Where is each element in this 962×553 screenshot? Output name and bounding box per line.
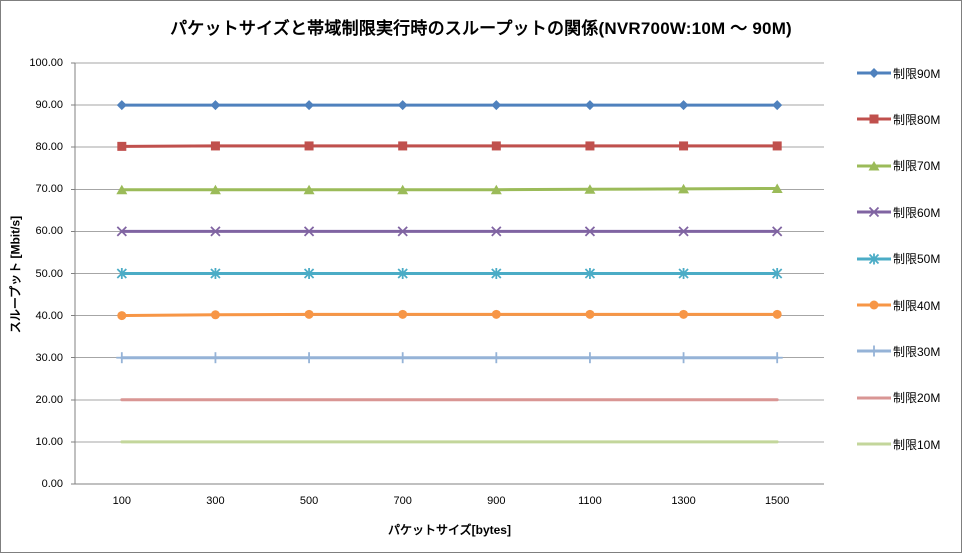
data-point-marker-limit-40m [304,309,314,319]
data-point-marker-limit-60m [210,226,221,237]
legend-marker-limit-90m [857,68,891,78]
data-point-marker-limit-40m [772,309,782,319]
y-tick-label: 0.00 [41,478,63,490]
series-line-limit-70m [120,186,779,192]
data-point-marker-limit-70m [397,184,409,195]
x-tick-label: 1500 [764,495,790,507]
legend-item-limit-80m: 制限80M [857,112,941,127]
data-point-marker-limit-70m [868,160,880,171]
data-point-marker-limit-60m [772,226,783,237]
data-point-marker-limit-60m [397,226,408,237]
legend-label-limit-80m: 制限80M [893,112,941,127]
data-point-marker-limit-80m [398,141,408,151]
legend-label-limit-50m: 制限50M [893,252,941,267]
y-tick-label: 20.00 [35,393,63,406]
data-point-marker-limit-70m [209,184,221,195]
x-tick-label: 700 [393,495,412,507]
legend-item-limit-20m: 制限20M [857,391,940,405]
data-point-marker-limit-60m [491,226,502,237]
x-axis-title: パケットサイズ[bytes] [388,523,511,537]
x-tick-label: 1100 [578,495,602,507]
legend-label-limit-70m: 制限70M [893,159,941,174]
data-point-marker-limit-80m [491,141,501,151]
data-point-marker-limit-70m [678,183,690,194]
data-point-marker-limit-70m [303,184,315,195]
x-tick-label: 100 [112,495,131,507]
data-point-marker-limit-60m [678,226,689,237]
data-point-marker-limit-80m [869,114,879,124]
y-tick-label: 30.00 [35,351,63,364]
x-tick-label: 500 [299,495,319,507]
data-point-marker-limit-90m [772,100,783,111]
chart-title: パケットサイズと帯域制限実行時のスループットの関係(NVR700W:10M ～ … [170,19,792,38]
data-point-marker-limit-40m [491,309,501,319]
legend-item-limit-90m: 制限90M [857,66,941,81]
data-point-marker-limit-70m [584,184,596,194]
legend-item-limit-70m: 制限70M [857,159,940,173]
data-point-marker-limit-40m [398,309,408,319]
legend-item-limit-10m: 制限10M [857,437,941,452]
series-line-limit-40m [120,312,779,318]
data-point-marker-limit-80m [117,141,127,151]
data-point-marker-limit-60m [116,226,127,237]
y-tick-label: 100.00 [29,57,63,69]
legend-marker-limit-10m [857,442,891,446]
data-point-marker-limit-90m [116,100,127,111]
data-point-marker-limit-90m [678,100,689,111]
data-point-marker-limit-70m [771,183,783,193]
legend-label-limit-10m: 制限10M [893,437,941,452]
legend-marker-limit-40m [857,300,891,310]
legend-label-limit-30m: 制限30M [893,344,941,359]
data-point-marker-limit-40m [869,300,879,310]
y-tick-label: 90.00 [35,99,63,112]
legend-marker-limit-80m [857,114,891,124]
y-tick-label: 40.00 [35,309,63,322]
data-point-marker-limit-80m [210,141,220,151]
legend-label-limit-20m: 制限20M [893,391,941,406]
legend-item-limit-40m: 制限40M [857,298,941,313]
y-tick-label: 70.00 [35,183,63,196]
legend-label-limit-60m: 制限60M [893,205,941,220]
data-point-marker-limit-40m [117,311,127,321]
data-point-marker-limit-80m [304,141,314,151]
y-tick-label: 60.00 [35,225,63,238]
data-point-marker-limit-70m [116,184,128,195]
legend-item-limit-50m: 制限50M [857,252,940,266]
data-point-marker-limit-60m [584,226,596,237]
y-tick-label: 50.00 [35,267,63,280]
legend-marker-limit-60m [857,207,891,218]
data-point-marker-limit-40m [585,309,595,319]
legend-label-limit-90m: 制限90M [893,66,941,81]
y-tick-label: 10.00 [35,435,63,448]
legend-label-limit-40m: 制限40M [893,298,941,313]
data-point-marker-limit-90m [491,100,502,111]
x-tick-label: 1300 [671,495,696,507]
data-point-marker-limit-90m [210,100,221,111]
data-point-marker-limit-70m [490,184,502,195]
data-point-marker-limit-90m [584,100,595,111]
legend-marker-limit-30m [857,345,891,357]
x-tick-label: 900 [487,495,506,507]
data-point-marker-limit-60m [303,226,315,237]
data-point-marker-limit-90m [397,100,408,111]
data-point-marker-limit-80m [772,141,782,151]
data-point-marker-limit-40m [210,310,220,320]
data-point-marker-limit-40m [679,309,689,319]
legend-item-limit-30m: 制限30M [857,344,941,359]
data-point-marker-limit-80m [585,141,595,151]
data-point-marker-limit-80m [679,141,689,151]
data-point-marker-limit-90m [304,100,315,111]
x-tick-label: 300 [206,495,225,507]
y-tick-label: 80.00 [35,141,63,154]
legend-marker-limit-20m [857,396,891,400]
data-point-marker-limit-60m [868,207,880,218]
legend-item-limit-60m: 制限60M [857,205,941,220]
y-axis-title: スループット [Mbit/s] [8,215,23,334]
legend-marker-limit-50m [857,253,891,265]
legend-marker-limit-70m [857,160,891,171]
data-point-marker-limit-90m [869,68,879,78]
